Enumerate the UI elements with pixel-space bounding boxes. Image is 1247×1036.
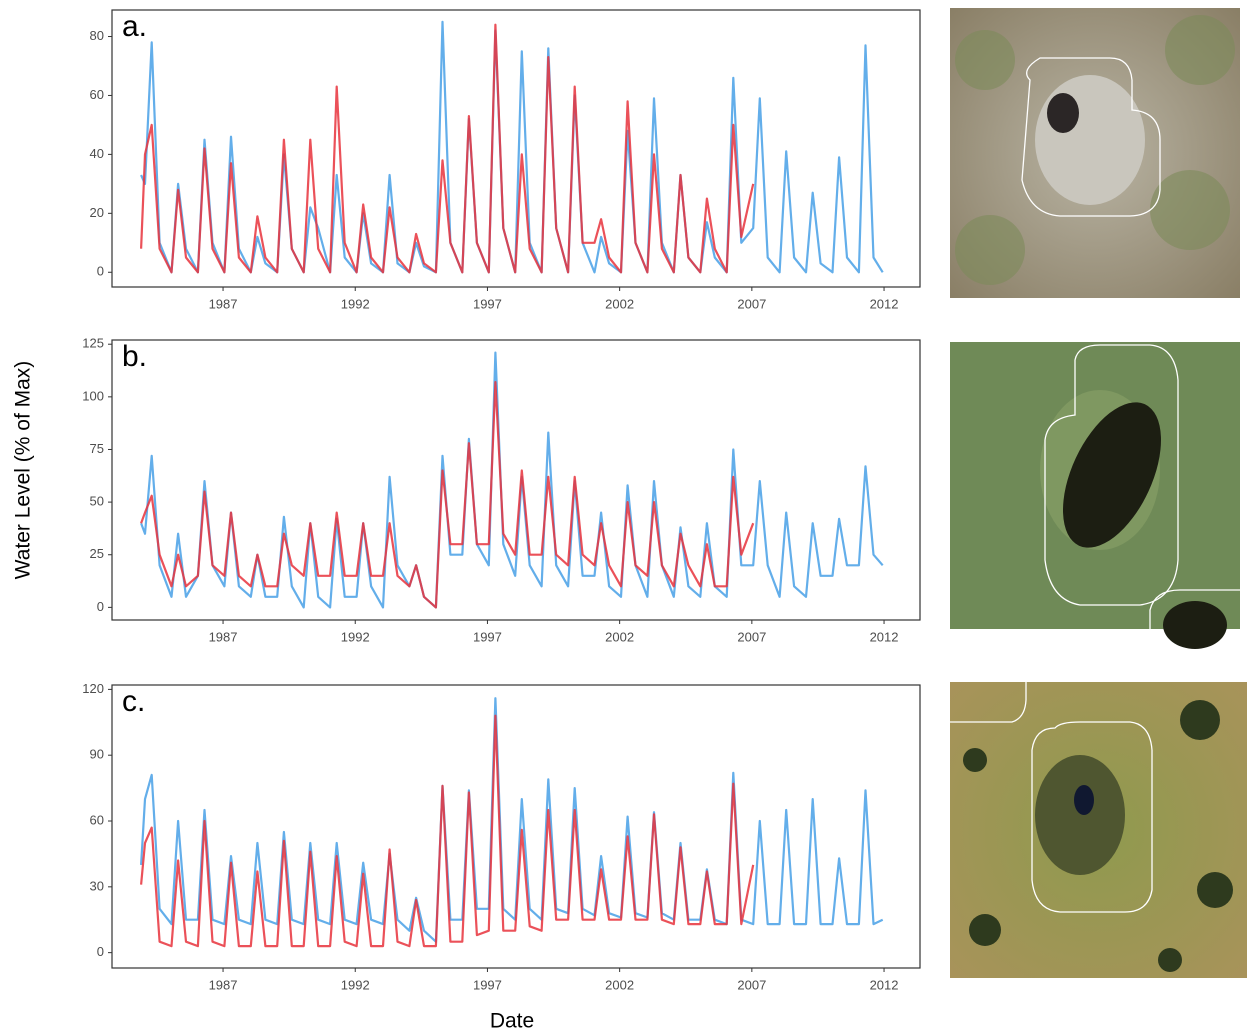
y-tick-label: 60: [90, 87, 104, 102]
x-tick-label: 1992: [341, 629, 370, 644]
data-line: [140, 697, 884, 943]
y-tick-label: 0: [97, 264, 104, 279]
x-tick-label: 1992: [341, 296, 370, 311]
y-axis-title: Water Level (% of Max): [12, 361, 35, 580]
y-tick-label: 125: [82, 336, 104, 351]
x-tick-label: 1992: [341, 977, 370, 992]
x-tick-label: 2002: [605, 296, 634, 311]
aerial-image-c: [950, 682, 1247, 978]
data-line: [140, 381, 755, 609]
y-tick-label: 120: [82, 681, 104, 696]
y-tick-label: 25: [90, 546, 104, 561]
y-tick-label: 30: [90, 878, 104, 893]
y-tick-label: 0: [97, 599, 104, 614]
y-tick-label: 40: [90, 146, 104, 161]
x-tick-label: 2002: [605, 629, 634, 644]
x-tick-label: 1987: [209, 629, 238, 644]
plot-frame: [111, 339, 921, 621]
panel-label: c.: [122, 685, 145, 718]
x-tick-label: 1997: [473, 296, 502, 311]
x-tick-label: 2012: [870, 296, 899, 311]
y-tick-label: 20: [90, 205, 104, 220]
y-tick-label: 80: [90, 28, 104, 43]
x-tick-label: 1997: [473, 977, 502, 992]
x-tick-label: 1987: [209, 977, 238, 992]
y-tick-label: 50: [90, 494, 104, 509]
x-tick-label: 1997: [473, 629, 502, 644]
panel-label: b.: [122, 340, 147, 373]
x-tick-label: 2012: [870, 629, 899, 644]
x-tick-label: 2012: [870, 977, 899, 992]
aerial-image-a: [950, 8, 1240, 298]
y-tick-label: 60: [90, 812, 104, 827]
data-line: [140, 23, 755, 274]
x-tick-label: 1987: [209, 296, 238, 311]
x-tick-label: 2007: [737, 977, 766, 992]
y-tick-label: 75: [90, 441, 104, 456]
y-tick-label: 0: [97, 944, 104, 959]
x-tick-label: 2007: [737, 296, 766, 311]
x-tick-label: 2002: [605, 977, 634, 992]
x-tick-label: 2007: [737, 629, 766, 644]
y-tick-label: 100: [82, 388, 104, 403]
panel-label: a.: [122, 10, 147, 43]
data-line: [140, 714, 755, 948]
aerial-image-b: [950, 342, 1240, 649]
y-tick-label: 90: [90, 747, 104, 762]
x-axis-title: Date: [490, 1010, 534, 1033]
